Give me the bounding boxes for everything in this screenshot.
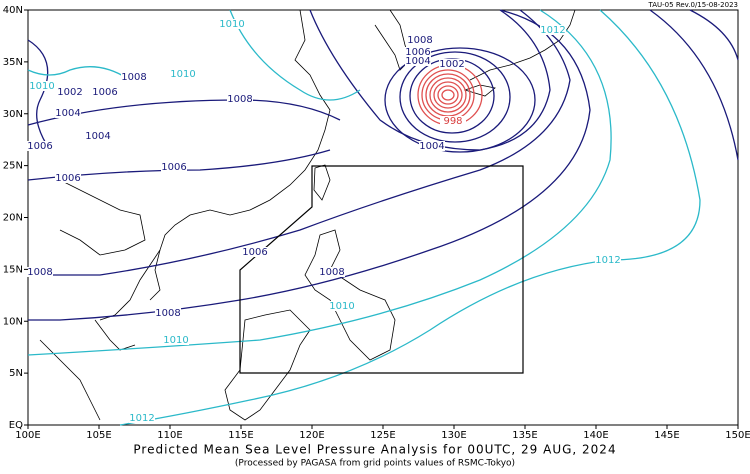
- lat-label: 10N: [3, 316, 23, 327]
- lon-label: 135E: [512, 430, 537, 441]
- lat-label: 35N: [3, 57, 23, 68]
- contour-label: 1002: [439, 59, 464, 70]
- lon-label: 120E: [299, 430, 324, 441]
- contour-label-bg: [540, 25, 566, 35]
- contour-label-bg: [85, 131, 111, 141]
- contour-label: 1008: [27, 267, 52, 278]
- contour-label-bg: [27, 141, 53, 151]
- contour-label: 1008: [319, 267, 344, 278]
- contour-label-bg: [227, 94, 253, 104]
- contour-label: 1010: [170, 69, 195, 80]
- contour-label-bg: [29, 81, 55, 91]
- contour-label: 1012: [129, 413, 154, 424]
- contour-label-bg: [163, 335, 189, 345]
- contour-label-bg: [595, 255, 621, 265]
- contour-label-bg: [55, 173, 81, 183]
- lat-label: EQ: [9, 420, 23, 431]
- lon-label: 145E: [654, 430, 679, 441]
- contour-label: 1004: [85, 131, 110, 142]
- contour-label-bg: [219, 19, 245, 29]
- lat-label: 30N: [3, 109, 23, 120]
- lon-label: 125E: [370, 430, 395, 441]
- par-boundary: [239, 165, 524, 374]
- contour-label: 1008: [155, 308, 180, 319]
- contour-label: 1006: [92, 87, 117, 98]
- contour-label: 1012: [540, 25, 565, 36]
- contour-label: 1008: [121, 72, 146, 83]
- contour-label: 998: [443, 116, 462, 127]
- lat-label: 25N: [3, 161, 23, 172]
- lat-label: 15N: [3, 264, 23, 275]
- contour-label-bg: [439, 59, 465, 69]
- contour-label: 1004: [55, 108, 80, 119]
- contour-label-bg: [242, 247, 268, 257]
- contour-label: 1006: [161, 162, 186, 173]
- contour-label: 1006: [27, 141, 52, 152]
- contour-label: 1010: [29, 81, 54, 92]
- contour-label-bg: [407, 35, 433, 45]
- footer-subtitle: (Processed by PAGASA from grid points va…: [235, 459, 515, 469]
- contour-label-bg: [155, 308, 181, 318]
- contour-label: 1004: [405, 56, 430, 67]
- lat-label: 20N: [3, 213, 23, 224]
- lon-label: 110E: [157, 430, 182, 441]
- lat-label: 40N: [3, 5, 23, 16]
- contour-label: 1010: [329, 301, 354, 312]
- lon-label: 105E: [86, 430, 111, 441]
- contour-label: 1010: [219, 19, 244, 30]
- contour-label-bg: [440, 116, 466, 126]
- contour-label: 1004: [419, 141, 444, 152]
- contour-label: 1012: [595, 255, 620, 266]
- contour-label: 1006: [242, 247, 267, 258]
- contour-label-bg: [92, 87, 118, 97]
- lon-label: 130E: [441, 430, 466, 441]
- contour-label: 1010: [163, 335, 188, 346]
- footer-title: Predicted Mean Sea Level Pressure Analys…: [133, 443, 616, 457]
- contour-label: 1008: [407, 35, 432, 46]
- contour-label-bg: [329, 301, 355, 311]
- contour-label-bg: [170, 69, 196, 79]
- contour-label-bg: [121, 72, 147, 82]
- contour-label: 1006: [405, 47, 430, 58]
- contour-label-bg: [129, 413, 155, 423]
- lon-label: 150E: [725, 430, 750, 441]
- header-code: TAU-05 Rev.0/15-08-2023: [648, 1, 738, 9]
- contour-label: 1008: [227, 94, 252, 105]
- contour-label: 1006: [55, 173, 80, 184]
- contour-label-bg: [405, 47, 431, 57]
- lon-label: 100E: [15, 430, 40, 441]
- contour-label-bg: [161, 162, 187, 172]
- lat-label: 5N: [9, 368, 23, 379]
- axis-labels: 100E 105E 110E 115E 120E 125E 130E 135E 140E 145E…: [3, 5, 750, 441]
- contour-label-bg: [27, 267, 53, 277]
- contour-label: 1002: [57, 87, 82, 98]
- contour-label-bg: [405, 56, 431, 66]
- lon-label: 115E: [228, 430, 253, 441]
- contour-label-bg: [419, 141, 445, 151]
- contour-label-bg: [57, 87, 83, 97]
- contour-label-bg: [55, 108, 81, 118]
- lon-label: 140E: [583, 430, 608, 441]
- contour-label-bg: [319, 267, 345, 277]
